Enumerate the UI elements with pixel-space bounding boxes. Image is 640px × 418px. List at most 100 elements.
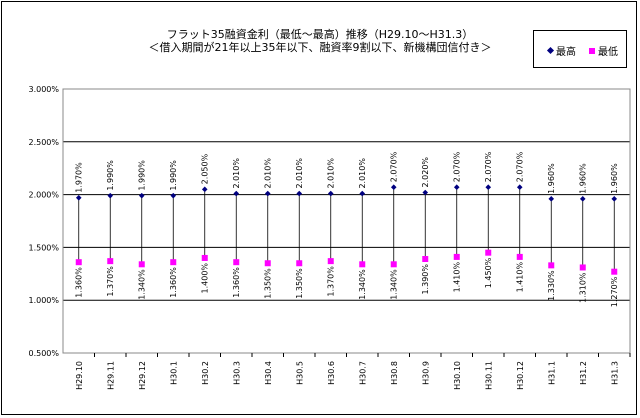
- x-tick-label: H30.12: [516, 361, 525, 390]
- max-rate-label: 2.020%: [421, 157, 430, 188]
- min-rate-label: 1.410%: [516, 262, 525, 293]
- min-rate-label: 1.340%: [358, 269, 367, 300]
- min-rate-point: [516, 253, 523, 260]
- max-rate-label: 1.990%: [138, 160, 147, 191]
- x-tick-label: H30.8: [390, 361, 399, 385]
- max-rate-label: 2.070%: [390, 151, 399, 182]
- x-tick-label: H30.2: [201, 361, 210, 385]
- max-rate-label: 1.970%: [75, 162, 84, 193]
- min-rate-point: [485, 249, 492, 256]
- chart-legend: 最高 最低: [533, 30, 627, 68]
- max-rate-label: 1.960%: [610, 163, 619, 194]
- min-rate-point: [453, 253, 460, 260]
- max-rate-point: [138, 192, 145, 199]
- max-rate-point: [359, 190, 366, 197]
- y-tick-label: 0.500%: [28, 349, 59, 358]
- x-tick-label: H29.11: [106, 361, 115, 390]
- max-rate-point: [264, 190, 271, 197]
- y-tick-label: 2.000%: [28, 191, 59, 200]
- min-rate-label: 1.370%: [327, 266, 336, 297]
- x-tick-label: H29.12: [138, 361, 147, 390]
- min-rate-point: [296, 260, 303, 267]
- x-tick-label: H29.10: [75, 361, 84, 390]
- max-rate-point: [75, 194, 82, 201]
- legend-label-min: 最低: [598, 47, 618, 58]
- legend-item-max: 最高: [546, 43, 576, 58]
- plot-area-border: [62, 88, 631, 354]
- max-rate-label: 2.010%: [327, 158, 336, 189]
- y-tick-label: 1.000%: [28, 296, 59, 305]
- min-rate-label: 1.330%: [547, 270, 556, 301]
- y-tick-label: 1.500%: [28, 243, 59, 252]
- max-rate-label: 2.050%: [201, 153, 210, 184]
- min-rate-label: 1.350%: [295, 268, 304, 299]
- min-rate-point: [579, 264, 586, 271]
- max-rate-point: [201, 186, 208, 193]
- min-rate-point: [264, 260, 271, 267]
- max-rate-point: [233, 190, 240, 197]
- y-tick-label: 3.000%: [28, 85, 59, 94]
- x-tick-label: H30.3: [232, 361, 241, 385]
- max-rate-label: 2.010%: [358, 158, 367, 189]
- x-tick-label: H30.7: [358, 361, 367, 385]
- min-rate-label: 1.360%: [75, 267, 84, 298]
- min-rate-label: 1.450%: [484, 257, 493, 288]
- square-marker-icon: [589, 47, 595, 54]
- max-rate-label: 2.010%: [264, 158, 273, 189]
- chart-title-line1: フラット35融資金利（最低～最高）推移（H29.10～H31.3）: [166, 28, 474, 41]
- min-rate-label: 1.340%: [138, 269, 147, 300]
- min-rate-label: 1.360%: [232, 267, 241, 298]
- x-tick-label: H30.10: [453, 361, 462, 390]
- max-rate-point: [327, 190, 334, 197]
- x-tick-label: H31.3: [610, 361, 619, 385]
- min-rate-label: 1.410%: [453, 262, 462, 293]
- max-rate-label: 2.010%: [232, 158, 241, 189]
- x-tick-label: H31.1: [547, 361, 556, 385]
- min-rate-label: 1.400%: [201, 263, 210, 294]
- x-tick-label: H30.4: [264, 361, 273, 385]
- min-rate-point: [233, 259, 240, 266]
- min-rate-label: 1.390%: [421, 264, 430, 295]
- x-tick-label: H31.2: [579, 361, 588, 385]
- max-rate-point: [548, 196, 555, 202]
- min-rate-label: 1.270%: [610, 276, 619, 307]
- min-rate-point: [170, 259, 177, 266]
- max-rate-point: [390, 184, 397, 191]
- max-rate-point: [485, 184, 492, 191]
- max-rate-label: 2.070%: [516, 151, 525, 182]
- min-rate-label: 1.360%: [169, 267, 178, 298]
- x-tick-label: H30.6: [327, 361, 336, 385]
- x-tick-label: H30.5: [295, 361, 304, 385]
- chart-title: フラット35融資金利（最低～最高）推移（H29.10～H31.3） ＜借入期間が…: [0, 28, 640, 54]
- min-rate-point: [548, 262, 555, 269]
- max-rate-point: [453, 184, 460, 191]
- min-rate-point: [138, 261, 145, 268]
- legend-label-max: 最高: [556, 47, 576, 58]
- max-rate-label: 2.070%: [484, 151, 493, 182]
- max-rate-point: [170, 192, 177, 199]
- max-rate-point: [107, 192, 114, 199]
- x-tick-label: H30.9: [421, 361, 430, 385]
- min-rate-label: 1.370%: [106, 266, 115, 297]
- max-rate-label: 1.960%: [547, 163, 556, 194]
- min-rate-label: 1.310%: [579, 272, 588, 303]
- max-rate-point: [516, 184, 523, 191]
- min-rate-label: 1.340%: [390, 269, 399, 300]
- min-rate-point: [390, 261, 397, 268]
- min-rate-point: [611, 268, 618, 275]
- min-rate-point: [327, 258, 334, 265]
- min-rate-point: [201, 254, 208, 261]
- x-tick-label: H30.11: [484, 361, 493, 390]
- min-rate-point: [422, 256, 429, 263]
- max-rate-label: 1.990%: [106, 160, 115, 191]
- max-rate-point: [296, 190, 303, 197]
- max-rate-label: 2.010%: [295, 158, 304, 189]
- legend-item-min: 最低: [589, 43, 618, 58]
- max-rate-point: [422, 189, 429, 196]
- x-tick-label: H30.1: [169, 361, 178, 385]
- max-rate-point: [611, 196, 618, 202]
- chart-title-line2: ＜借入期間が21年以上35年以下、融資率9割以下、新機構団信付き＞: [148, 41, 492, 54]
- max-rate-label: 1.990%: [169, 160, 178, 191]
